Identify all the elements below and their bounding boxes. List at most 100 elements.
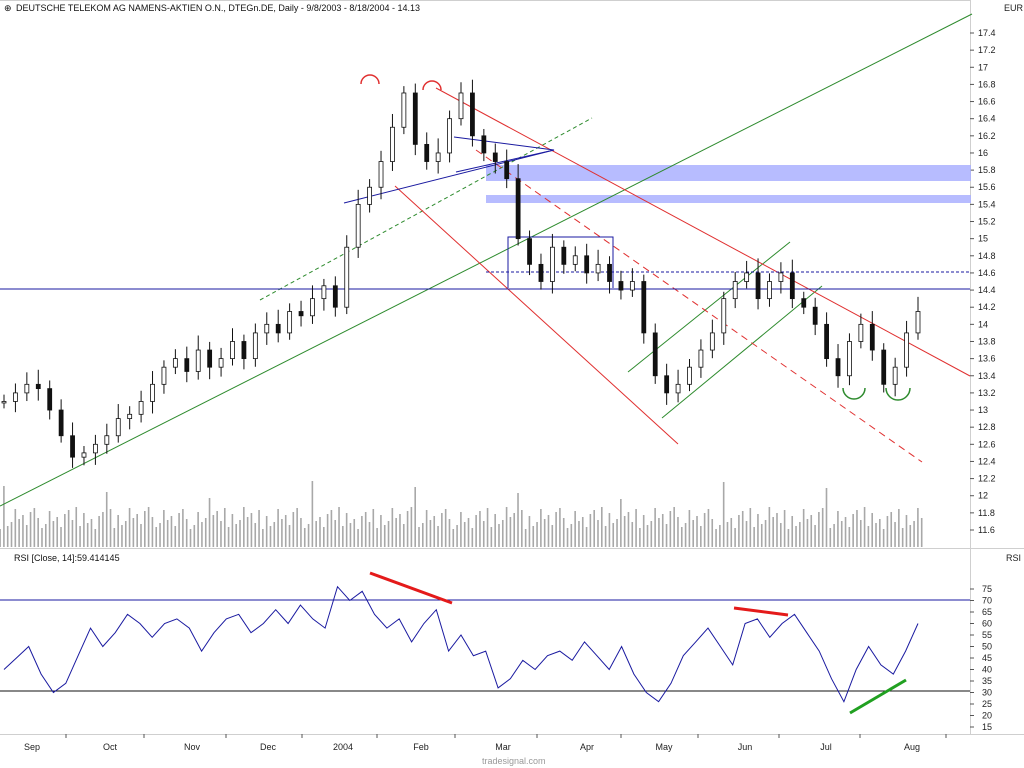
volume-bar — [406, 511, 409, 547]
volume-bar — [117, 515, 119, 547]
volume-bar — [623, 516, 626, 547]
price-axis: 11.6 11.8 12 12.2 12.4 12.6 12.8 13 13.2 13.4 13.6… — [970, 28, 996, 535]
volume-bar — [646, 525, 649, 547]
volume-bar — [532, 526, 535, 547]
volume-bar — [376, 528, 378, 547]
volume-bar — [703, 513, 706, 547]
candle-body — [778, 272, 784, 282]
volume-bar — [593, 510, 595, 547]
volume-bar — [235, 524, 238, 547]
price-tick-label: 14.6 — [978, 268, 996, 278]
volume-bar — [277, 509, 279, 547]
volume-bar — [113, 528, 116, 547]
price-tick-label: 15.4 — [978, 199, 996, 209]
volume-bar — [501, 520, 504, 547]
volume-bar — [665, 524, 668, 547]
volume-bar — [521, 510, 523, 547]
rsi-tick-label: 65 — [982, 607, 992, 617]
rsi-tick-label: 75 — [982, 584, 992, 594]
volume-bar — [917, 508, 919, 547]
rsi-tick-label: 20 — [982, 711, 992, 721]
volume-bar — [246, 517, 249, 547]
chart-title: DEUTSCHE TELEKOM AG NAMENS-AKTIEN O.N., … — [16, 3, 420, 13]
volume-bar — [71, 520, 74, 547]
top-arc-left — [360, 74, 380, 85]
candle-body — [767, 281, 772, 300]
candle-body — [721, 298, 727, 334]
rectangle-pattern — [507, 236, 614, 288]
volume-bar — [170, 516, 173, 547]
month-label: May — [655, 742, 673, 752]
rsi-axis-label: RSI — [1006, 553, 1021, 563]
price-tick-label: 14.4 — [978, 285, 996, 295]
volume-bar — [399, 514, 401, 547]
volume-bar — [155, 527, 158, 547]
volume-bar — [802, 509, 805, 547]
volume-bar — [882, 529, 885, 547]
volume-bar — [859, 520, 862, 547]
volume-bar — [578, 521, 580, 547]
candle-body — [241, 341, 247, 360]
candle-body — [58, 409, 64, 437]
price-tick-label: 12 — [978, 491, 988, 501]
volume-bar — [10, 522, 13, 547]
candle-body — [207, 349, 213, 368]
volume-bar — [612, 523, 615, 547]
volume-bar — [875, 523, 877, 547]
volume-bar — [635, 509, 637, 547]
volume-bar — [231, 514, 234, 547]
volume-bar — [250, 513, 253, 547]
month-label: 2004 — [333, 742, 353, 752]
resistance-zone-lower — [486, 195, 971, 203]
volume-bar — [863, 507, 866, 547]
volume-bar — [867, 526, 870, 547]
price-tick-label: 17 — [978, 62, 988, 72]
candle-body — [390, 126, 395, 162]
candle-body — [355, 203, 361, 248]
volume-bar — [631, 522, 634, 547]
volume-bar — [349, 523, 352, 547]
volume-bar — [296, 508, 298, 547]
rsi-tick-label: 15 — [982, 722, 992, 732]
volume-bar — [562, 518, 565, 547]
month-label: Jun — [738, 742, 753, 752]
volume-bar — [258, 510, 260, 547]
volume-bar — [132, 518, 135, 547]
volume-bar — [791, 516, 794, 547]
volume-bar — [738, 515, 740, 547]
volume-bar — [75, 507, 78, 547]
candle-body — [1, 401, 7, 404]
volume-bar — [334, 520, 337, 547]
currency-label: EUR — [1004, 3, 1024, 13]
volume-bar — [41, 528, 43, 547]
price-tick-label: 17.2 — [978, 45, 996, 55]
price-tick-label: 13.2 — [978, 388, 996, 398]
volume-bar — [848, 527, 851, 547]
volume-bar — [818, 512, 820, 547]
volume-bar — [490, 527, 493, 547]
volume-bar — [745, 521, 748, 547]
candle-body — [344, 246, 350, 308]
volume-bar — [56, 517, 59, 547]
price-tick-label: 11.8 — [978, 508, 995, 518]
volume-bar — [14, 509, 17, 547]
price-candles — [1, 79, 921, 468]
volume-bar — [555, 512, 557, 547]
volume-bar — [44, 524, 47, 547]
volume-bar — [833, 524, 835, 547]
volume-bar — [372, 509, 375, 547]
volume-bar — [422, 523, 424, 547]
rsi-legend: RSI [Close, 14]:59.414145 — [14, 553, 120, 563]
volume-bar — [509, 517, 512, 547]
volume-bar — [326, 514, 329, 547]
volume-bar — [616, 519, 618, 547]
volume-bar — [124, 521, 127, 547]
candle-body — [572, 255, 578, 265]
price-tick-label: 17.4 — [978, 28, 996, 38]
rsi-series — [3, 585, 919, 703]
candle-body — [755, 272, 761, 300]
month-label: Mar — [495, 742, 511, 752]
volume-bar — [121, 525, 123, 547]
candle-body — [561, 246, 567, 265]
